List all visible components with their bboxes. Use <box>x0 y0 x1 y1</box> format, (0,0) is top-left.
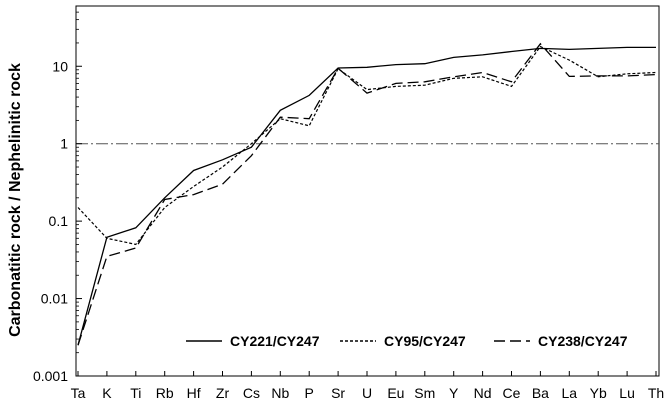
series-layer <box>77 42 657 346</box>
series-line-cy95-cy247 <box>77 45 657 246</box>
x-tick-label: Hf <box>187 385 201 401</box>
x-tick-label: Rb <box>156 385 174 401</box>
x-tick-label: Ti <box>130 385 141 401</box>
x-tick-label: Ce <box>503 385 521 401</box>
y-tick-label: 0.001 <box>33 368 68 384</box>
legend-label: CY221/CY247 <box>230 333 320 349</box>
x-tick-label: K <box>102 385 112 401</box>
series-line-cy238-cy247 <box>77 42 657 346</box>
legend: CY221/CY247 CY95/CY247 CY238/CY247 <box>186 333 628 349</box>
x-tick-label: Sr <box>331 385 345 401</box>
series-line-cy221-cy247 <box>77 46 656 346</box>
x-tick-label: La <box>562 385 578 401</box>
y-tick-label: 10 <box>52 58 68 74</box>
x-tick-label: Nd <box>474 385 492 401</box>
plot-frame <box>75 5 660 377</box>
x-tick-label: Zr <box>216 385 230 401</box>
y-tick-label: 1 <box>60 136 68 152</box>
legend-label: CY95/CY247 <box>384 333 466 349</box>
x-axis: Ta K Ti Rb Hf Zr Cs Nb P Sr U Eu Sm Y Nd Ce Ba La Yb Lu Th <box>71 371 664 401</box>
y-axis: 0.001 0.01 0.1 1 10 <box>33 11 82 384</box>
x-tick-label: Th <box>648 385 664 401</box>
x-tick-label: Eu <box>387 385 404 401</box>
x-tick-label: P <box>305 385 314 401</box>
y-axis-title: Carbonatitic rock / Nephelinitic rock <box>7 63 24 337</box>
y-tick-label: 0.1 <box>49 213 69 229</box>
plot-area <box>75 5 660 377</box>
x-tick-label: Ba <box>532 385 549 401</box>
y-tick-label: 0.01 <box>41 291 68 307</box>
x-tick-label: Y <box>449 385 459 401</box>
x-tick-label: U <box>362 385 372 401</box>
x-tick-label: Sm <box>414 385 435 401</box>
x-tick-label: Nb <box>271 385 289 401</box>
x-tick-label: Yb <box>590 385 607 401</box>
x-tick-label: Ta <box>71 385 86 401</box>
legend-label: CY238/CY247 <box>538 333 628 349</box>
x-tick-label: Cs <box>243 385 260 401</box>
x-tick-label: Lu <box>619 385 635 401</box>
